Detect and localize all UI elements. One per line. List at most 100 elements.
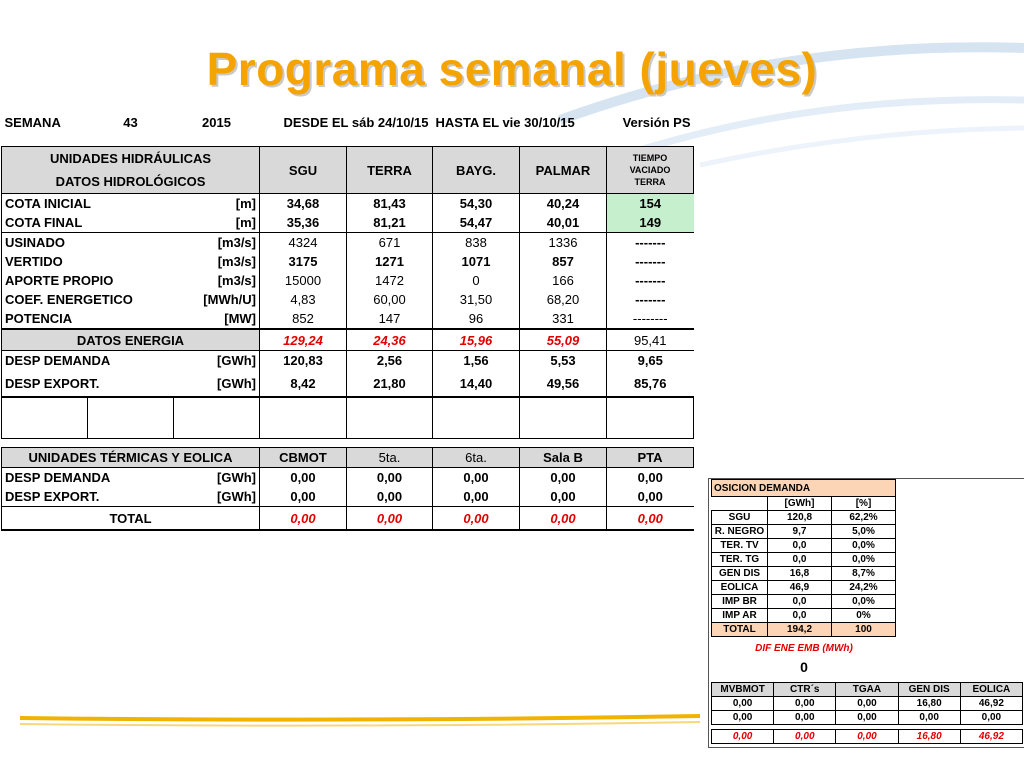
composition-row: R. NEGRO 9,7 5,0% bbox=[711, 524, 896, 539]
year: 2015 bbox=[202, 114, 231, 130]
semana-number: 43 bbox=[123, 114, 138, 130]
version-group: Versión PS bbox=[607, 109, 694, 135]
value-cell: 9,65 bbox=[606, 350, 694, 370]
hydro-row-usinado: USINADO [m3/s] 4324 671 838 1336 ------- bbox=[1, 232, 694, 252]
hasta-group: HASTA EL vie 30/10/15 bbox=[433, 109, 607, 135]
hydro-row-energia: DATOS ENERGIA 129,24 24,36 15,96 55,09 9… bbox=[1, 328, 694, 351]
pct-cell: 8,7% bbox=[831, 566, 896, 581]
value-cell: 0,00 bbox=[519, 467, 607, 487]
composition-row: EOLICA 46,9 24,2% bbox=[711, 580, 896, 595]
row-label: USINADO bbox=[1, 232, 174, 252]
tiempo-line1: TIEMPO bbox=[632, 153, 668, 163]
value-cell: 1,56 bbox=[432, 350, 520, 370]
value-cell: 0,00 bbox=[773, 696, 837, 711]
gwh-cell: 0,0 bbox=[767, 594, 832, 609]
composition-row: TER. TV 0,0 0,0% bbox=[711, 538, 896, 553]
row-label: COEF. ENERGETICO bbox=[1, 290, 174, 309]
value-cell: 49,56 bbox=[519, 370, 607, 397]
value-cell: 2,56 bbox=[346, 350, 433, 370]
composition-table: OSICION DEMANDA [GWh] [%] SGU 120,8 62,2… bbox=[711, 479, 896, 637]
value-cell: 46,92 bbox=[959, 729, 1024, 744]
value-cell: 0,00 bbox=[773, 710, 837, 725]
col-bayg: BAYG. bbox=[432, 146, 520, 194]
value-cell: 21,80 bbox=[346, 370, 433, 397]
value-cell: 0,00 bbox=[432, 487, 520, 507]
value-cell: 0,00 bbox=[835, 710, 899, 725]
value-cell: 0,00 bbox=[710, 729, 775, 744]
pct-cell: 0,0% bbox=[831, 594, 896, 609]
value-cell: 0,00 bbox=[606, 487, 694, 507]
hydro-header: UNIDADES HIDRÁULICAS DATOS HIDROLÓGICOS bbox=[1, 146, 260, 194]
value-cell: 1071 bbox=[432, 252, 520, 271]
row-label: DESP EXPORT. bbox=[1, 487, 174, 507]
row-label: DESP DEMANDA bbox=[1, 350, 174, 370]
hydro-header-line2: DATOS HIDROLÓGICOS bbox=[55, 174, 206, 189]
row-unit: [MWh/U] bbox=[203, 292, 256, 307]
value-cell: 35,36 bbox=[259, 213, 347, 233]
row-unit: [GWh] bbox=[173, 350, 260, 370]
demand-composition-panel: OSICION DEMANDA [GWh] [%] SGU 120,8 62,2… bbox=[708, 478, 1024, 748]
gwh-cell: 9,7 bbox=[767, 524, 832, 539]
value-cell: 852 bbox=[259, 309, 347, 329]
total-label: TOTAL bbox=[711, 622, 768, 637]
composition-banner: OSICION DEMANDA bbox=[711, 479, 896, 497]
col-ctrs: CTR´s bbox=[773, 682, 837, 697]
hydro-row-desp-export: DESP EXPORT. [GWh] 8,42 21,80 14,40 49,5… bbox=[1, 370, 694, 397]
col-terra: TERRA bbox=[346, 146, 433, 194]
value-cell: 81,43 bbox=[346, 193, 433, 213]
col-5ta: 5ta. bbox=[346, 447, 433, 468]
value-cell: 0,00 bbox=[259, 487, 347, 507]
hydro-header-row: UNIDADES HIDRÁULICAS DATOS HIDROLÓGICOS … bbox=[1, 146, 694, 194]
value-cell: 34,68 bbox=[259, 193, 347, 213]
composition-banner-row: OSICION DEMANDA bbox=[711, 479, 896, 497]
pct-cell: 0,0% bbox=[831, 552, 896, 567]
col-gwh: [GWh] bbox=[767, 496, 832, 511]
gwh-cell: 0,0 bbox=[767, 552, 832, 567]
row-label: DESP DEMANDA bbox=[1, 467, 174, 487]
composition-row: GEN DIS 16,8 8,7% bbox=[711, 566, 896, 581]
value-cell: 40,24 bbox=[519, 193, 607, 213]
row-label: TER. TG bbox=[711, 552, 768, 567]
value-cell: 0,00 bbox=[897, 710, 961, 725]
col-tiempo-vaciado: TIEMPO VACIADO TERRA bbox=[606, 146, 694, 194]
mv-row: 0,00 0,00 0,00 0,00 0,00 bbox=[710, 710, 1024, 725]
tiempo-cell: ------- bbox=[606, 290, 694, 309]
value-cell: 95,41 bbox=[606, 329, 694, 351]
value-cell: 0,00 bbox=[346, 506, 433, 531]
value-cell: 671 bbox=[346, 232, 433, 252]
blank-row bbox=[1, 396, 694, 439]
col-palmar: PALMAR bbox=[519, 146, 607, 194]
value-cell: 0,00 bbox=[432, 506, 520, 531]
value-cell: 0,00 bbox=[432, 467, 520, 487]
gwh-cell: 0,0 bbox=[767, 608, 832, 623]
row-label: APORTE PROPIO bbox=[1, 271, 174, 290]
row-label: SGU bbox=[711, 510, 768, 525]
week-header-row: SEMANA 43 2015 DESDE EL sáb 24/10/15 HAS… bbox=[2, 109, 694, 135]
mv-total-row: 0,00 0,00 0,00 16,80 46,92 bbox=[710, 729, 1024, 744]
hydro-row-desp-demanda: DESP DEMANDA [GWh] 120,83 2,56 1,56 5,53… bbox=[1, 350, 694, 370]
pct-cell: 0% bbox=[831, 608, 896, 623]
desde-date: sáb 24/10/15 bbox=[351, 114, 429, 130]
row-unit: [m3/s] bbox=[217, 273, 256, 288]
composition-row: IMP AR 0,0 0% bbox=[711, 608, 896, 623]
desde-group: DESDE EL sáb 24/10/15 bbox=[260, 109, 433, 135]
row-unit: [m3/s] bbox=[217, 254, 256, 269]
gwh-cell: 16,8 bbox=[767, 566, 832, 581]
semana-label: SEMANA bbox=[4, 114, 61, 130]
row-unit: [GWh] bbox=[217, 470, 256, 485]
row-unit: [m] bbox=[235, 196, 256, 211]
value-cell: 0,00 bbox=[259, 506, 347, 531]
thermal-header: UNIDADES TÉRMICAS Y EOLICA bbox=[1, 447, 260, 468]
tiempo-cell: -------- bbox=[606, 309, 694, 329]
tiempo-line2: VACIADO bbox=[629, 165, 671, 175]
hydro-header-line1: UNIDADES HIDRÁULICAS bbox=[49, 151, 212, 166]
value-cell: 166 bbox=[519, 271, 607, 290]
hydro-row-coef: COEF. ENERGETICO [MWh/U] 4,83 60,00 31,5… bbox=[1, 290, 694, 309]
gwh-cell: 120,8 bbox=[767, 510, 832, 525]
hydro-row-cota-final: COTA FINAL [m] 35,36 81,21 54,47 40,01 1… bbox=[1, 213, 694, 233]
value-cell: 3175 bbox=[259, 252, 347, 271]
col-mvbmot: MVBMOT bbox=[710, 682, 775, 697]
thermal-row-demanda: DESP DEMANDA [GWh] 0,00 0,00 0,00 0,00 0… bbox=[1, 467, 694, 487]
value-cell: 4324 bbox=[259, 232, 347, 252]
hydro-row-potencia: POTENCIA [MW] 852 147 96 331 -------- bbox=[1, 309, 694, 329]
